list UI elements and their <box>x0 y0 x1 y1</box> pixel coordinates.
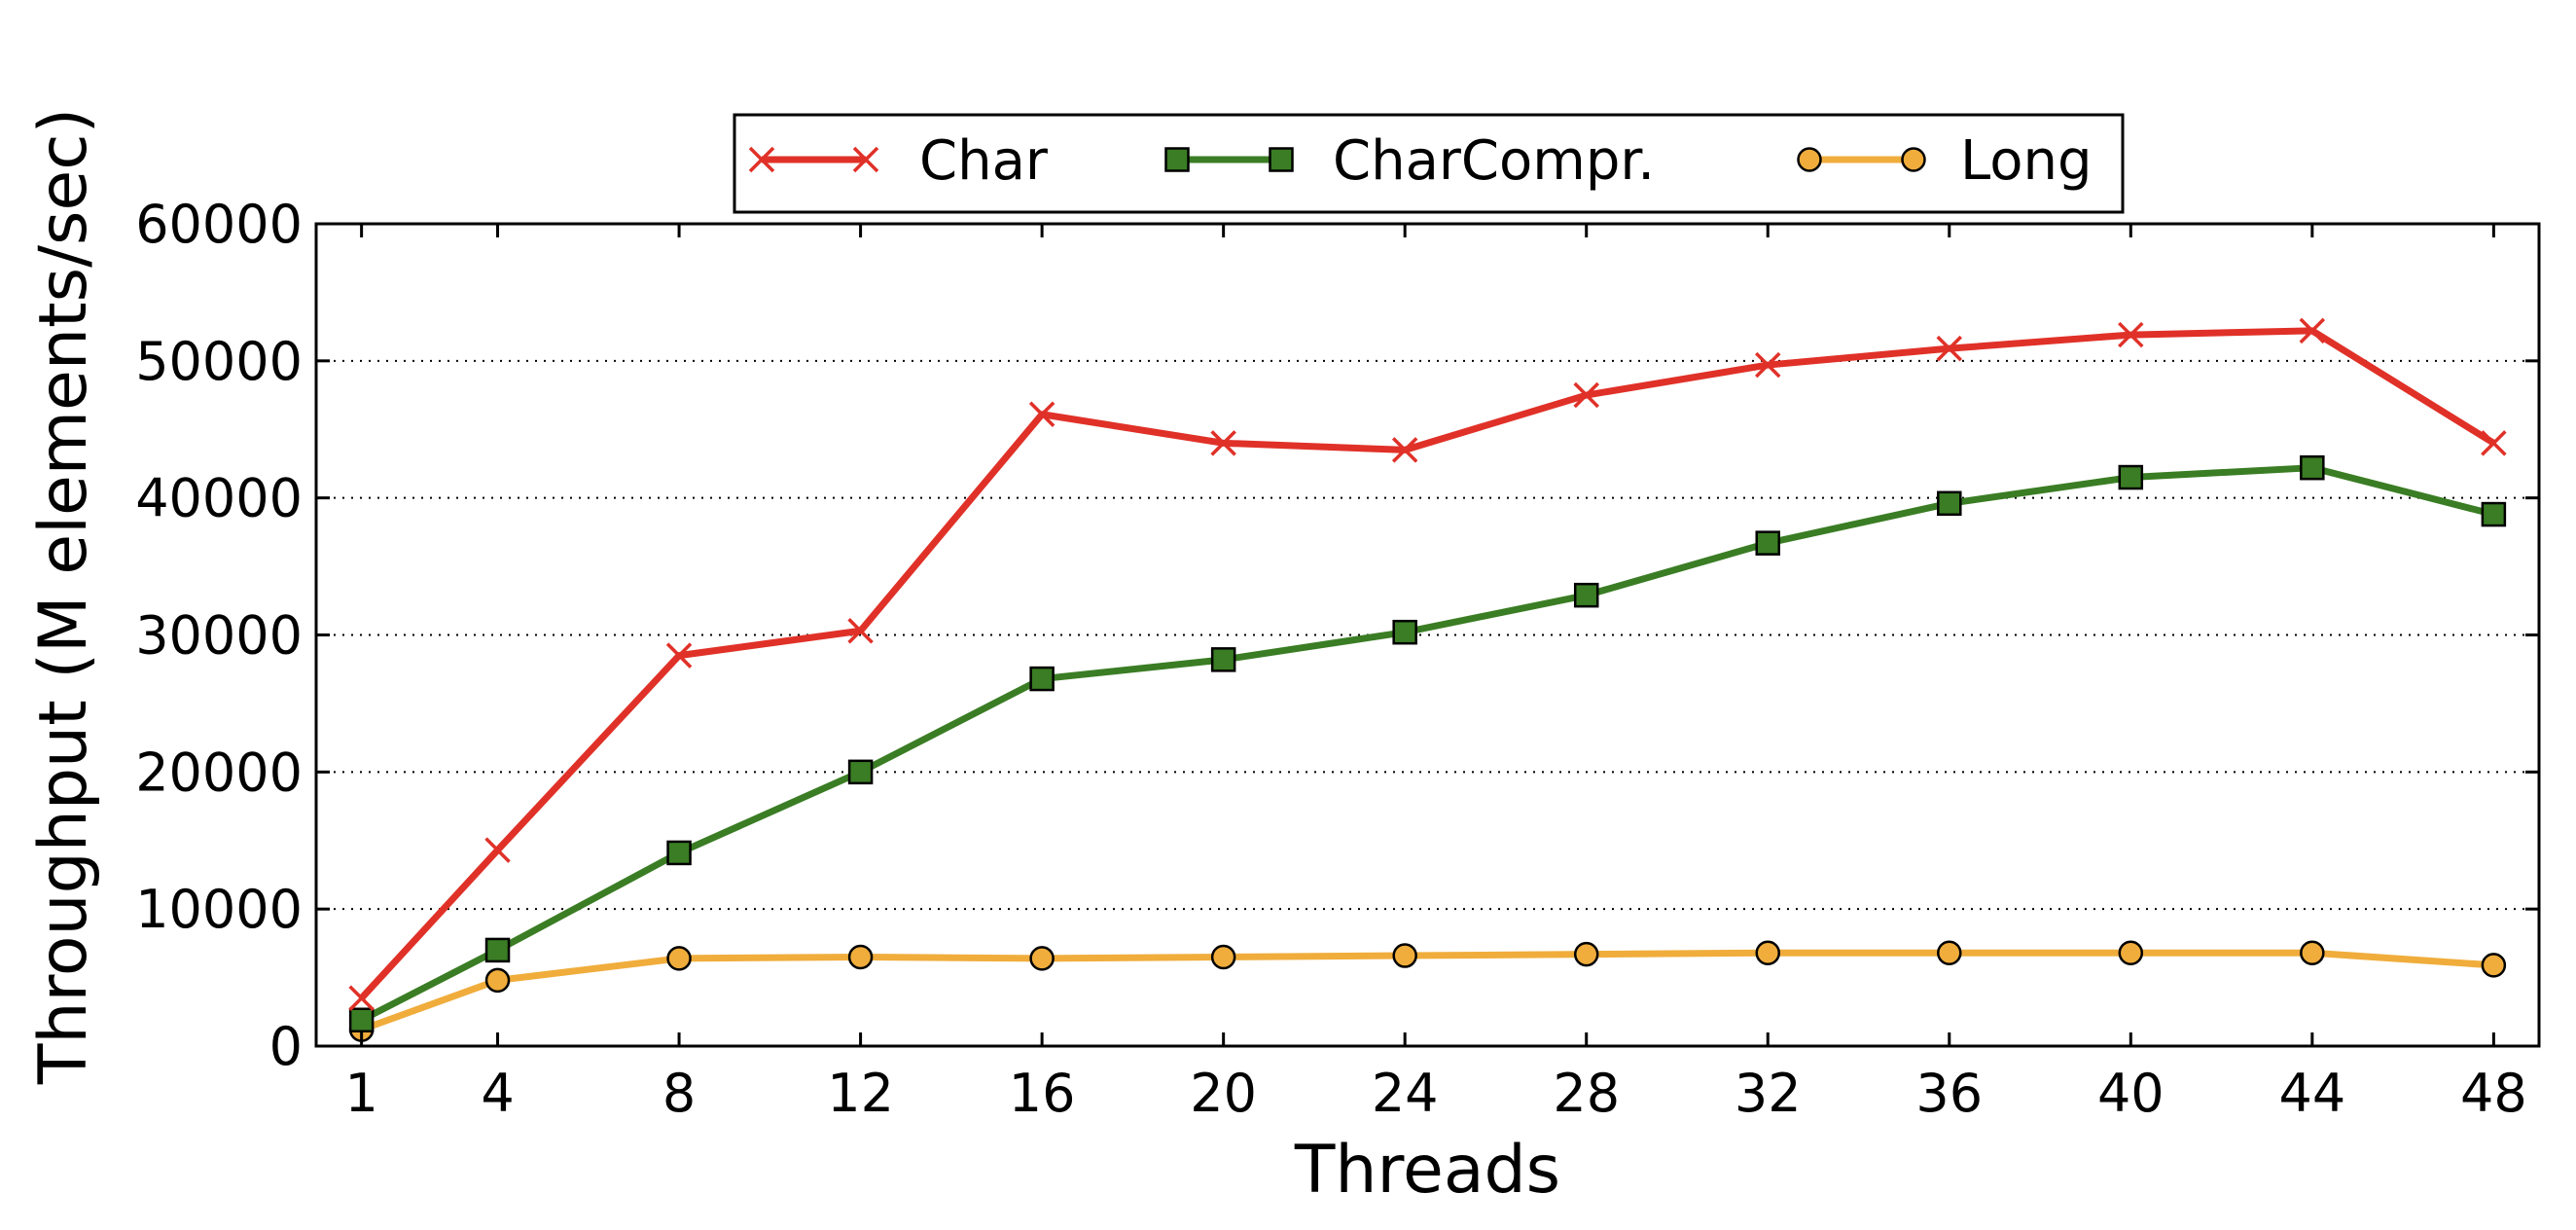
data-point-char <box>348 985 375 1011</box>
marker-stroke <box>484 837 511 863</box>
marker-stroke <box>1210 430 1236 456</box>
data-point-char <box>1210 430 1236 456</box>
y-tick-label: 10000 <box>135 879 303 940</box>
data-point-char <box>1573 381 1599 409</box>
legend-marker <box>1797 147 1822 172</box>
x-tick-label: 32 <box>1735 1063 1802 1124</box>
marker-stroke <box>1028 401 1055 427</box>
y-axis-title: Throughput (M elements/sec) <box>25 108 102 1085</box>
x-tick-label: 48 <box>2460 1063 2527 1124</box>
data-point-long <box>1937 940 1962 965</box>
y-tick-label: 60000 <box>135 194 303 255</box>
data-point-long <box>1392 943 1417 968</box>
legend-item-charcompr: CharCompr. <box>1164 129 1655 193</box>
data-point-long <box>1573 941 1599 967</box>
x-tick-label: 1 <box>344 1063 377 1124</box>
marker-stroke <box>1755 351 1781 379</box>
y-tick-label: 20000 <box>135 742 303 803</box>
data-point-charcompr <box>484 937 511 963</box>
x-tick-label: 4 <box>481 1063 514 1124</box>
data-point-long <box>1210 944 1236 970</box>
data-point-charcompr <box>2300 454 2325 481</box>
data-point-charcompr <box>348 1007 375 1032</box>
data-point-charcompr <box>2481 501 2507 527</box>
series-layer <box>348 317 2507 1042</box>
x-tick-label: 12 <box>827 1063 894 1124</box>
data-point-charcompr <box>1392 619 1417 645</box>
data-point-char <box>847 618 874 644</box>
marker-stroke <box>1936 335 1963 362</box>
y-tick-label: 0 <box>269 1016 303 1077</box>
legend-label: Char <box>919 129 1049 193</box>
legend-item-char: Char <box>748 129 1049 193</box>
x-tick-label: 44 <box>2278 1063 2345 1124</box>
legend-item-long: Long <box>1797 129 2093 193</box>
series-charcompr <box>348 454 2507 1032</box>
marker-stroke <box>665 642 693 669</box>
x-tick-label: 24 <box>1372 1063 1439 1124</box>
marker-stroke <box>2299 317 2326 344</box>
legend-marker <box>1269 147 1294 172</box>
data-point-charcompr <box>1210 647 1236 672</box>
data-point-char <box>665 642 693 669</box>
data-point-charcompr <box>666 840 692 866</box>
x-tick-label: 8 <box>662 1063 696 1124</box>
data-point-char <box>484 837 511 863</box>
data-point-long <box>484 967 511 994</box>
x-tick-label: 16 <box>1009 1063 1076 1124</box>
marker-stroke <box>2118 321 2144 348</box>
x-tick-label: 20 <box>1190 1063 1257 1124</box>
data-point-charcompr <box>1937 490 1962 517</box>
marker-stroke <box>1391 437 1418 463</box>
x-tick-label: 36 <box>1915 1063 1983 1124</box>
legend-marker <box>852 146 879 173</box>
series-char <box>348 317 2507 1011</box>
marker-stroke <box>847 618 874 644</box>
legend-box <box>733 113 2125 214</box>
legend-label: Long <box>1960 129 2093 193</box>
data-point-long <box>847 944 874 970</box>
legend-marker <box>748 146 775 173</box>
legend-marker <box>1901 147 1926 172</box>
legend-marker <box>1164 147 1190 172</box>
data-point-char <box>1391 437 1418 463</box>
x-tick-label: 28 <box>1553 1063 1620 1124</box>
series-line-char <box>359 327 2496 1001</box>
y-tick-label: 50000 <box>135 331 303 392</box>
data-point-char <box>2299 317 2326 344</box>
data-point-long <box>1029 946 1055 971</box>
marker-stroke <box>852 146 879 173</box>
series-line-charcompr <box>360 464 2495 1024</box>
data-point-char <box>1755 351 1781 379</box>
data-point-charcompr <box>847 759 874 785</box>
marker-stroke <box>1573 381 1599 409</box>
data-point-char <box>1028 401 1055 427</box>
y-tick-label: 30000 <box>135 605 303 667</box>
y-tick-label: 40000 <box>135 468 303 529</box>
data-point-charcompr <box>1029 666 1055 692</box>
marker-stroke <box>2481 430 2507 456</box>
marker-stroke <box>348 985 375 1011</box>
data-point-charcompr <box>1573 582 1599 608</box>
data-point-long <box>1755 940 1780 965</box>
data-point-long <box>666 946 692 971</box>
data-point-long <box>2300 940 2325 965</box>
series-long <box>348 940 2507 1042</box>
legend: Char CharCompr. Long <box>733 113 2125 214</box>
x-axis-title: Threads <box>1294 1132 1560 1209</box>
legend-label: CharCompr. <box>1333 129 1655 193</box>
data-point-charcompr <box>2118 464 2144 490</box>
data-point-char <box>1936 335 1963 362</box>
x-tick-label: 40 <box>2097 1063 2165 1124</box>
marker-stroke <box>748 146 775 173</box>
data-point-char <box>2118 321 2144 348</box>
data-point-char <box>2481 430 2507 456</box>
data-point-charcompr <box>1755 530 1780 556</box>
data-point-long <box>2118 940 2144 965</box>
data-point-long <box>2481 953 2507 978</box>
